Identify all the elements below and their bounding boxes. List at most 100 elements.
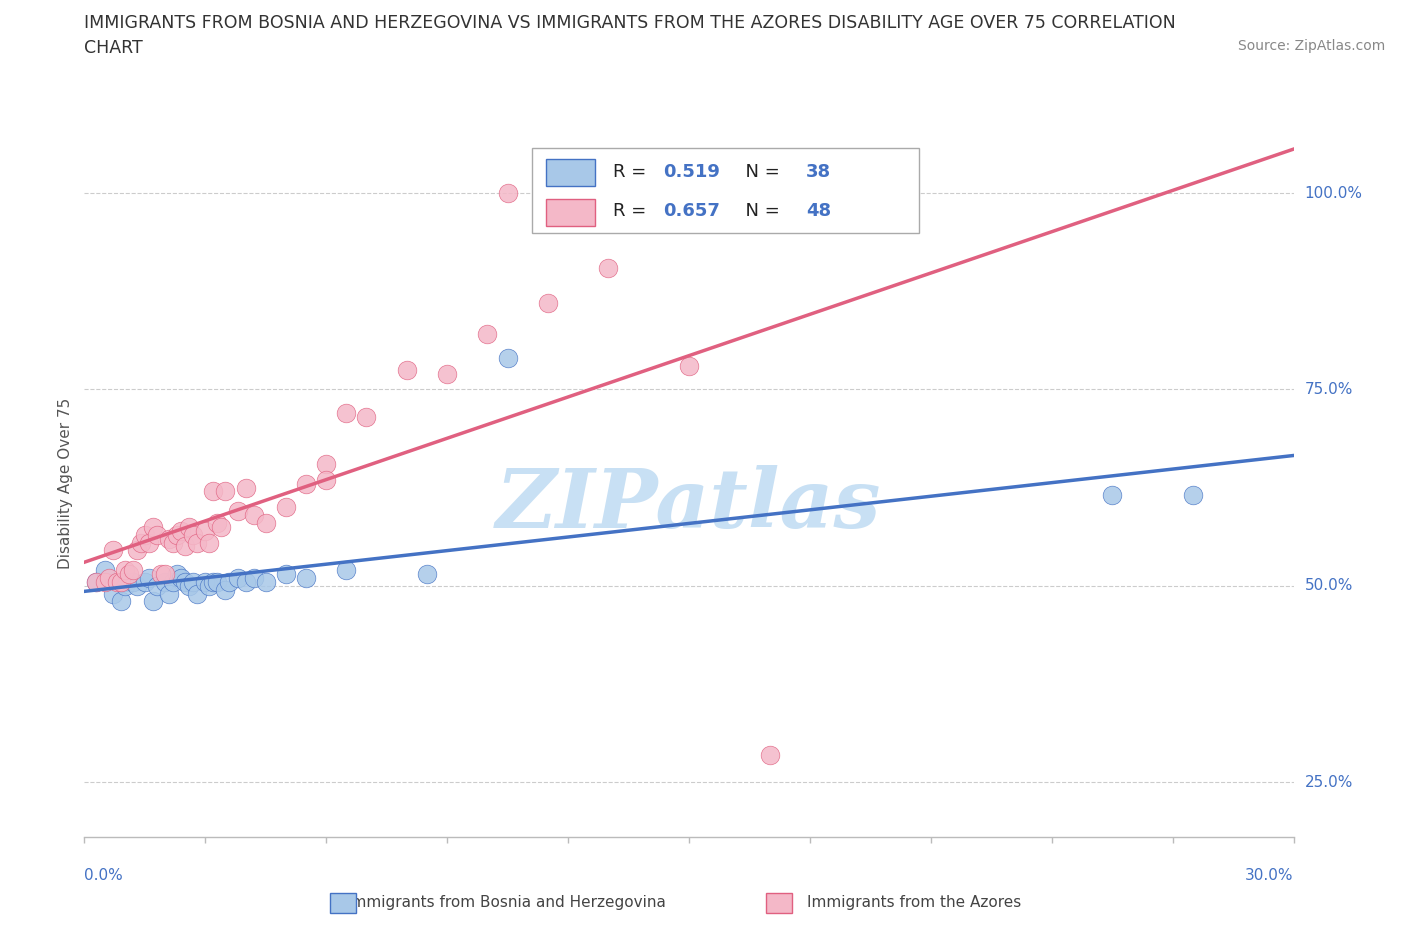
- Point: [356, 409, 378, 424]
- Text: 50.0%: 50.0%: [1305, 578, 1353, 593]
- Point: [226, 504, 249, 519]
- Point: [295, 570, 318, 585]
- Point: [146, 527, 169, 542]
- Point: [93, 575, 115, 590]
- Point: [315, 472, 337, 487]
- Point: [121, 575, 143, 590]
- Text: Source: ZipAtlas.com: Source: ZipAtlas.com: [1237, 39, 1385, 53]
- Point: [202, 575, 225, 590]
- Point: [179, 578, 201, 593]
- Y-axis label: Disability Age Over 75: Disability Age Over 75: [58, 398, 73, 569]
- Point: [170, 524, 193, 538]
- Text: 25.0%: 25.0%: [1305, 775, 1353, 790]
- Point: [254, 515, 277, 530]
- Point: [125, 543, 148, 558]
- Point: [198, 578, 221, 593]
- Point: [157, 531, 180, 546]
- Text: Immigrants from Bosnia and Herzegovina: Immigrants from Bosnia and Herzegovina: [347, 895, 665, 910]
- Text: 0.657: 0.657: [664, 203, 720, 220]
- Point: [114, 578, 136, 593]
- Point: [110, 575, 132, 590]
- Point: [436, 366, 458, 381]
- Text: 30.0%: 30.0%: [1246, 868, 1294, 883]
- Point: [335, 405, 357, 420]
- Point: [186, 586, 208, 601]
- Text: R =: R =: [613, 163, 652, 180]
- Point: [537, 296, 560, 311]
- FancyBboxPatch shape: [547, 159, 595, 186]
- Point: [157, 586, 180, 601]
- Point: [110, 594, 132, 609]
- Point: [101, 586, 124, 601]
- Point: [214, 484, 236, 498]
- Text: CHART: CHART: [84, 39, 143, 57]
- Point: [1101, 488, 1123, 503]
- Point: [134, 575, 156, 590]
- Point: [207, 575, 229, 590]
- Point: [181, 527, 204, 542]
- Point: [186, 535, 208, 550]
- Point: [129, 535, 152, 550]
- Point: [218, 575, 240, 590]
- Point: [153, 575, 176, 590]
- Point: [138, 535, 160, 550]
- Point: [202, 484, 225, 498]
- Point: [162, 575, 184, 590]
- Text: 38: 38: [806, 163, 831, 180]
- Point: [242, 570, 264, 585]
- Point: [125, 578, 148, 593]
- Text: ZIPatlas: ZIPatlas: [496, 465, 882, 545]
- Point: [142, 594, 165, 609]
- Point: [174, 575, 197, 590]
- Point: [198, 535, 221, 550]
- Point: [242, 508, 264, 523]
- Point: [134, 527, 156, 542]
- Point: [153, 566, 176, 581]
- Point: [86, 575, 108, 590]
- Point: [235, 480, 257, 495]
- Point: [678, 358, 700, 373]
- Point: [295, 476, 318, 491]
- Text: N =: N =: [734, 203, 785, 220]
- Point: [395, 363, 418, 378]
- Point: [254, 575, 277, 590]
- Point: [142, 519, 165, 534]
- Text: 75.0%: 75.0%: [1305, 382, 1353, 397]
- Point: [86, 575, 108, 590]
- Point: [105, 575, 128, 590]
- Point: [114, 563, 136, 578]
- Point: [114, 575, 136, 590]
- FancyBboxPatch shape: [531, 148, 918, 232]
- Point: [121, 563, 143, 578]
- Point: [598, 260, 620, 275]
- Point: [315, 457, 337, 472]
- Point: [477, 327, 499, 342]
- Point: [194, 575, 217, 590]
- Text: 0.519: 0.519: [664, 163, 720, 180]
- Point: [162, 535, 184, 550]
- Text: Immigrants from the Azores: Immigrants from the Azores: [807, 895, 1021, 910]
- Point: [170, 570, 193, 585]
- Point: [149, 566, 172, 581]
- Point: [93, 563, 115, 578]
- Point: [496, 351, 519, 365]
- FancyBboxPatch shape: [547, 199, 595, 226]
- Text: IMMIGRANTS FROM BOSNIA AND HERZEGOVINA VS IMMIGRANTS FROM THE AZORES DISABILITY : IMMIGRANTS FROM BOSNIA AND HERZEGOVINA V…: [84, 14, 1175, 32]
- Point: [97, 570, 120, 585]
- Text: N =: N =: [734, 163, 785, 180]
- Point: [214, 582, 236, 597]
- Point: [758, 747, 780, 762]
- Point: [226, 570, 249, 585]
- Point: [207, 515, 229, 530]
- Text: R =: R =: [613, 203, 652, 220]
- Point: [118, 566, 141, 581]
- Point: [138, 570, 160, 585]
- Text: 48: 48: [806, 203, 831, 220]
- Point: [274, 499, 297, 514]
- Point: [416, 566, 439, 581]
- Point: [166, 566, 188, 581]
- Point: [1181, 488, 1204, 503]
- Point: [174, 539, 197, 554]
- Point: [179, 519, 201, 534]
- Text: 100.0%: 100.0%: [1305, 185, 1362, 201]
